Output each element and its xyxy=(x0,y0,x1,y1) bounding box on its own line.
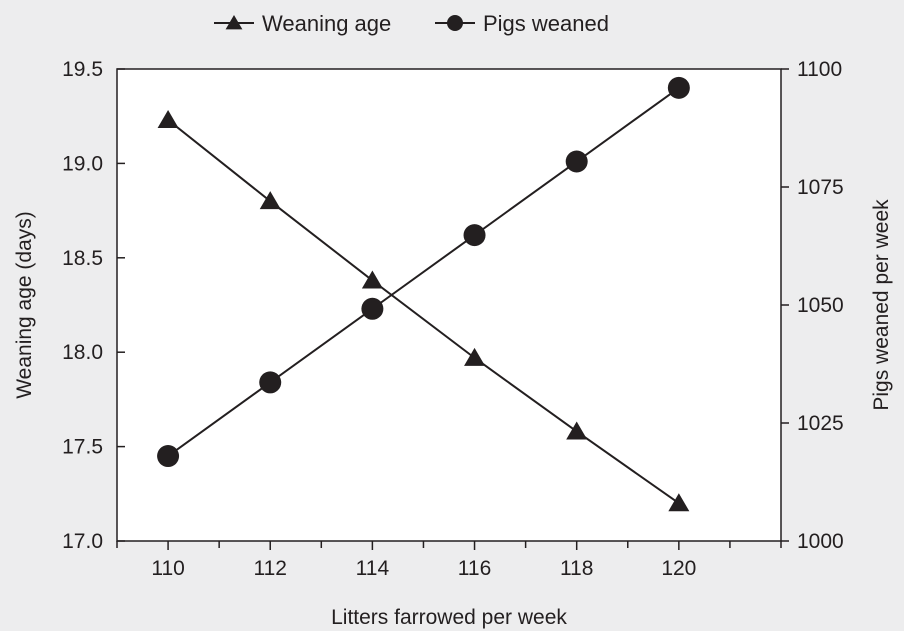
y-tick-label: 18.5 xyxy=(62,247,103,270)
data-point-weaning-age xyxy=(259,191,281,210)
legend-item-pigs-weaned: Pigs weaned xyxy=(435,11,609,36)
x-tick-label: 116 xyxy=(458,557,491,580)
plot-area xyxy=(116,68,782,542)
series-layer xyxy=(157,76,690,512)
data-point-pigs-weaned xyxy=(565,150,588,173)
legend-marker-circle-icon xyxy=(447,15,463,31)
y-tick-label: 19.0 xyxy=(62,152,103,175)
legend-item-weaning-age: Weaning age xyxy=(214,11,391,36)
data-point-pigs-weaned xyxy=(667,76,690,99)
x-tick-label: 112 xyxy=(253,557,286,580)
y-tick-label: 17.0 xyxy=(62,530,103,553)
series-line-weaning-age xyxy=(167,119,680,505)
series-line-pigs-weaned xyxy=(167,87,680,457)
x-axis: 110 112 114 116 118 120 xyxy=(116,541,782,580)
y2-tick-label: 1100 xyxy=(797,58,842,81)
y-tick-label: 19.5 xyxy=(62,58,103,81)
data-point-pigs-weaned xyxy=(361,297,384,320)
legend-label-pigs-weaned: Pigs weaned xyxy=(483,11,609,36)
data-point-weaning-age xyxy=(668,493,690,512)
y2-tick-label: 1050 xyxy=(797,294,844,317)
y-tick-label: 18.0 xyxy=(62,341,103,364)
data-point-pigs-weaned xyxy=(259,371,282,394)
x-tick-label: 118 xyxy=(560,557,593,580)
x-tick-label: 120 xyxy=(661,557,696,580)
y-tick-label: 17.5 xyxy=(62,436,103,459)
data-point-weaning-age xyxy=(566,421,588,440)
data-point-weaning-age xyxy=(157,109,179,128)
x-tick-label: 114 xyxy=(356,557,390,580)
y-axis-right: 1000 1025 1050 1075 1100 xyxy=(781,58,844,553)
x-tick-label: 110 xyxy=(151,557,184,580)
data-point-weaning-age xyxy=(361,270,383,289)
y-axis-left-label: Weaning age (days) xyxy=(13,211,36,399)
y2-tick-label: 1000 xyxy=(797,530,844,553)
y-axis-left: 17.0 17.5 18.0 18.5 19.0 19.5 xyxy=(62,58,125,553)
y2-tick-label: 1025 xyxy=(797,412,844,435)
legend-label-weaning-age: Weaning age xyxy=(262,11,391,36)
x-axis-label: Litters farrowed per week xyxy=(331,606,567,629)
legend-marker-triangle-icon xyxy=(225,15,243,30)
legend: Weaning age Pigs weaned xyxy=(214,11,609,36)
data-point-pigs-weaned xyxy=(157,445,180,468)
y2-tick-label: 1075 xyxy=(797,176,844,199)
y-axis-right-label: Pigs weaned per week xyxy=(870,199,893,411)
data-point-weaning-age xyxy=(464,347,486,366)
data-point-pigs-weaned xyxy=(463,224,486,247)
